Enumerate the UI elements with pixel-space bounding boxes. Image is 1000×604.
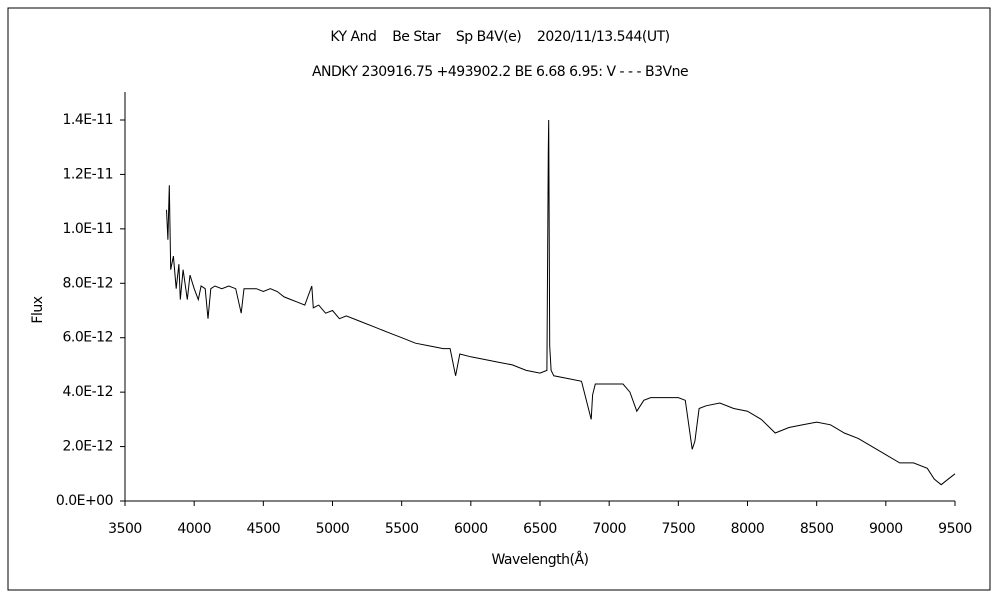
y-tick-label: 1.4E-11 [63,112,113,128]
y-tick-label: 6.0E-12 [63,330,113,346]
x-tick-label: 8500 [800,521,834,537]
x-tick-label: 8000 [731,521,765,537]
x-tick-label: 5500 [385,521,419,537]
x-axis-label: Wavelength(Å) [491,551,588,568]
x-tick-label: 9500 [938,521,972,537]
x-tick-label: 3500 [108,521,142,537]
x-tick-label: 7000 [592,521,626,537]
x-tick-label: 4000 [177,521,211,537]
y-tick-label: 2.0E-12 [63,439,113,455]
y-tick-label: 4.0E-12 [63,384,113,400]
x-tick-label: 6000 [454,521,488,537]
y-tick-label: 8.0E-12 [63,275,113,291]
chart-subtitle: ANDKY 230916.75 +493902.2 BE 6.68 6.95: … [312,64,688,80]
y-tick-label: 0.0E+00 [56,493,113,509]
y-axis-label: Flux [30,296,46,323]
x-tick-label: 7500 [662,521,696,537]
x-tick-label: 6500 [523,521,557,537]
y-tick-label: 1.2E-11 [63,166,113,182]
x-tick-label: 9000 [869,521,903,537]
chart-frame [7,7,991,591]
x-tick-label: 4500 [247,521,281,537]
x-tick-label: 5000 [316,521,350,537]
chart-title: KY And Be Star Sp B4V(e) 2020/11/13.544(… [330,29,669,45]
spectrum-line [166,119,956,486]
y-tick-label: 1.0E-11 [63,221,113,237]
